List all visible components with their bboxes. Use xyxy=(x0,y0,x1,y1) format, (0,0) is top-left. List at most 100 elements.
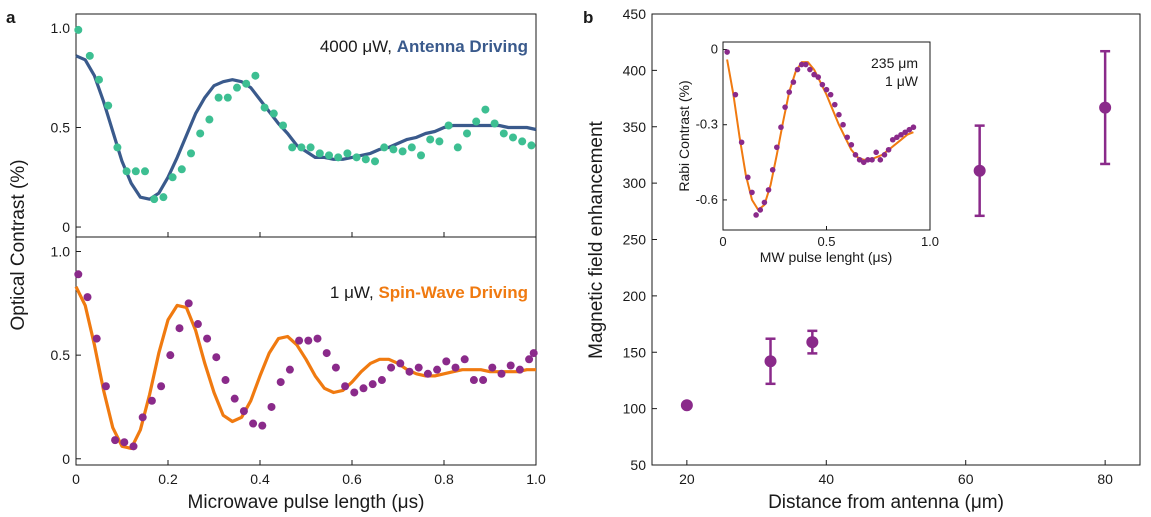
enhancement-data-point xyxy=(680,399,693,412)
antenna-data-point xyxy=(242,79,251,88)
antenna-data-point xyxy=(196,129,205,138)
inset-data-point xyxy=(749,189,755,196)
inset-annotation-distance: 235 μm xyxy=(871,55,918,71)
spin-wave-data-point xyxy=(111,436,120,445)
inset-data-point xyxy=(738,139,745,146)
y-tick-label: 0 xyxy=(62,219,70,235)
inset-data-point xyxy=(898,131,904,138)
annotation-method: Antenna Driving xyxy=(397,37,528,56)
spin-wave-data-point xyxy=(101,382,110,391)
inset-data-point xyxy=(881,152,888,158)
y-tick-label: 0.5 xyxy=(51,119,71,135)
inset-data-point xyxy=(798,61,805,68)
spin-wave-data-point xyxy=(396,359,405,368)
x-axis-label-distance-from-antenna: Distance from antenna (μm) xyxy=(768,492,1004,513)
y-tick-label: 250 xyxy=(623,232,647,248)
inset-data-point xyxy=(732,91,739,98)
x-tick-label: 1.0 xyxy=(526,471,546,487)
inset-data-point xyxy=(811,71,817,78)
y-tick-label: 200 xyxy=(623,288,647,304)
antenna-data-point xyxy=(85,51,94,60)
y-tick-label: 50 xyxy=(630,457,646,473)
antenna-data-point xyxy=(435,137,444,146)
inset-data-point xyxy=(794,66,801,73)
enhancement-data-point xyxy=(764,355,777,368)
inset-data-point xyxy=(844,134,850,141)
inset-data-point xyxy=(724,49,730,55)
inset-x-tick-label: 0.5 xyxy=(817,234,835,249)
inset-data-point xyxy=(860,159,867,166)
spin-wave-data-point xyxy=(368,380,377,389)
inset-y-tick-label: -0.6 xyxy=(696,192,718,207)
spin-wave-data-point xyxy=(423,369,432,378)
antenna-data-point xyxy=(453,143,462,152)
y-tick-label: 1.0 xyxy=(51,244,71,260)
spin-wave-data-point xyxy=(212,353,221,362)
x-tick-label: 0.2 xyxy=(158,471,178,487)
antenna-data-point xyxy=(131,167,140,176)
spin-wave-data-point xyxy=(184,299,193,308)
spin-wave-data-point xyxy=(451,363,460,372)
spin-wave-data-point xyxy=(359,384,368,393)
antenna-data-point xyxy=(481,105,490,114)
antenna-data-point xyxy=(214,93,223,102)
spin-wave-data-point xyxy=(414,363,423,372)
spin-wave-data-point xyxy=(285,365,294,374)
inset-data-point xyxy=(786,89,793,95)
spin-wave-data-point xyxy=(147,396,156,405)
inset-data-point xyxy=(819,81,826,88)
spin-wave-data-point xyxy=(129,442,138,451)
inset-data-point xyxy=(840,121,846,128)
inset-data-point xyxy=(769,167,776,173)
antenna-data-point xyxy=(352,153,361,162)
annotation-power: 1 μW, xyxy=(330,283,379,302)
inset-annotation-power: 1 μW xyxy=(885,73,919,89)
antenna-data-point xyxy=(205,115,214,124)
inset-data-point xyxy=(790,79,797,85)
spin-wave-data-point xyxy=(479,376,488,385)
spin-wave-data-point xyxy=(203,334,212,343)
spin-wave-data-point xyxy=(313,334,322,343)
inset-data-point xyxy=(906,126,913,133)
x-tick-label: 0.4 xyxy=(250,471,270,487)
antenna-data-point xyxy=(113,143,122,152)
x-tick-label: 0.6 xyxy=(342,471,362,487)
inset-data-point xyxy=(807,66,813,73)
annotation-method: Spin-Wave Driving xyxy=(378,283,528,302)
antenna-data-point xyxy=(315,149,324,158)
spin-wave-data-point xyxy=(239,407,248,416)
antenna-data-point xyxy=(288,143,297,152)
spin-wave-data-point xyxy=(83,293,92,302)
inset-data-point xyxy=(815,74,822,80)
spin-wave-data-point xyxy=(525,355,534,364)
inset-data-point xyxy=(865,157,871,163)
x-tick-label: 0.8 xyxy=(434,471,454,487)
antenna-annotation: 4000 μW, Antenna Driving xyxy=(320,37,528,56)
antenna-data-point xyxy=(380,143,389,152)
inset-data-point xyxy=(877,157,884,163)
y-tick-label: 150 xyxy=(623,344,647,360)
antenna-data-point xyxy=(509,133,517,142)
spin-wave-data-point xyxy=(460,355,469,364)
inset-data-point xyxy=(827,91,834,98)
y-tick-label: 0 xyxy=(62,451,70,467)
antenna-data-point xyxy=(343,149,352,158)
enhancement-data-point xyxy=(973,164,986,177)
spin-wave-data-point xyxy=(469,376,478,385)
antenna-data-point xyxy=(490,119,499,128)
inset-y-tick-label: -0.3 xyxy=(696,117,718,132)
antenna-data-point xyxy=(371,157,379,166)
inset-data-point xyxy=(894,134,900,141)
antenna-data-point xyxy=(518,137,527,146)
spin-wave-data-point xyxy=(529,349,538,358)
inset-data-point xyxy=(823,86,830,93)
antenna-data-point xyxy=(527,141,536,150)
x-tick-label: 20 xyxy=(679,471,695,487)
inset-data-point xyxy=(885,146,892,153)
inset-data-point xyxy=(852,152,859,158)
inset-data-point xyxy=(902,129,908,136)
panel-label-a: a xyxy=(6,8,16,27)
inset-data-point xyxy=(753,212,759,218)
antenna-data-point xyxy=(426,135,435,144)
